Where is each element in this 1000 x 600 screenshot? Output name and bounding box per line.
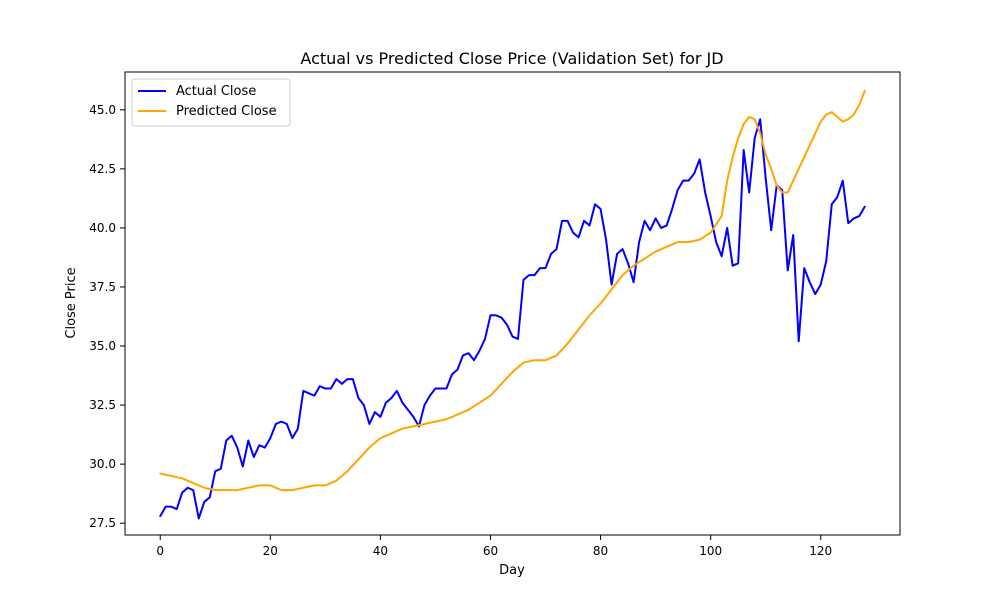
- x-axis-title: Day: [499, 563, 525, 578]
- y-axis-title: Close Price: [64, 267, 79, 338]
- series-layer: [159, 89, 866, 520]
- y-tick-label: 27.5: [89, 516, 116, 530]
- legend-label-predicted-close: Predicted Close: [176, 104, 277, 119]
- y-tick-label: 40.0: [89, 221, 116, 235]
- y-tick-label: 45.0: [89, 103, 116, 117]
- y-tick-label: 37.5: [89, 280, 116, 294]
- legend-box: [131, 78, 291, 127]
- x-tick-label: 60: [483, 544, 498, 558]
- y-tick-label: 42.5: [89, 162, 116, 176]
- x-tick-label: 40: [373, 544, 388, 558]
- y-tick-label: 30.0: [89, 457, 116, 471]
- series-line-predicted-close: [159, 89, 866, 492]
- y-tick-label: 32.5: [89, 398, 116, 412]
- y-axis-ticks: 27.5 30.0 32.5 35.0 37.5 40.0 42.5 45.0: [89, 103, 125, 530]
- chart-title: Actual vs Predicted Close Price (Validat…: [300, 49, 723, 68]
- legend-label-actual-close: Actual Close: [176, 84, 256, 99]
- x-tick-label: 0: [156, 544, 164, 558]
- plot-frame: [124, 71, 901, 536]
- x-tick-label: 100: [699, 544, 722, 558]
- x-tick-label: 120: [809, 544, 832, 558]
- series-line-actual-close: [159, 118, 866, 520]
- legend: Actual Close Predicted Close: [131, 78, 291, 127]
- x-tick-label: 20: [263, 544, 278, 558]
- x-axis-ticks: 0 20 40 60 80 100 120: [156, 535, 832, 558]
- y-tick-label: 35.0: [89, 339, 116, 353]
- x-tick-label: 80: [593, 544, 608, 558]
